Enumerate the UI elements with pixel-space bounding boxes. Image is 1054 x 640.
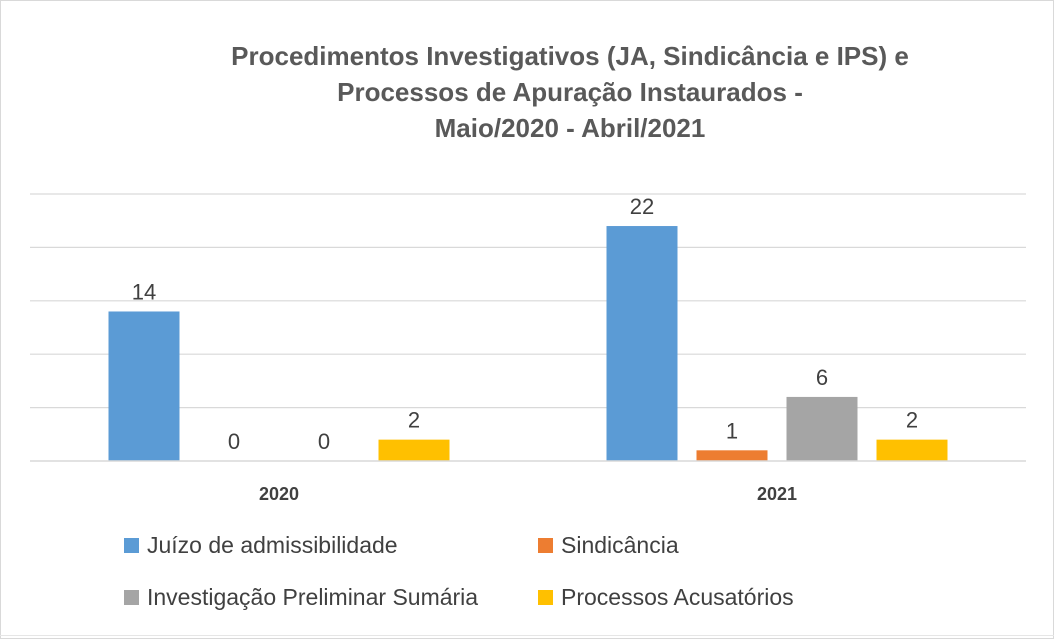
data-label: 0 (318, 429, 330, 454)
bar-2021-3 (876, 439, 948, 461)
legend-label-juizo: Juízo de admissibilidade (147, 532, 398, 558)
x-tick-label: 2020 (259, 484, 299, 504)
bar-2021-1 (696, 450, 768, 461)
chart-title-line-1: Procedimentos Investigativos (JA, Sindic… (231, 41, 909, 71)
data-label: 2 (906, 408, 918, 433)
chart-title-line-3: Maio/2020 - Abril/2021 (434, 113, 706, 143)
bar-2021-2 (786, 396, 858, 461)
data-label: 14 (132, 279, 156, 304)
data-label: 6 (816, 365, 828, 390)
chart-title-line-2: Processos de Apuração Instaurados - (337, 77, 803, 107)
legend-item-sindicancia: Sindicância (538, 532, 679, 559)
bar-2021-0 (606, 226, 678, 461)
bar-2020-3 (378, 439, 450, 461)
legend-label-sindicancia: Sindicância (561, 532, 679, 558)
legend-swatch-acusatorios (538, 590, 553, 605)
legend-item-acusatorios: Processos Acusatórios (538, 584, 794, 611)
data-label: 2 (408, 408, 420, 433)
bar-chart: 14 0 0 2 2020 22 1 6 2 2021 (30, 193, 1026, 504)
legend-label-ips: Investigação Preliminar Sumária (147, 584, 479, 610)
bar-2020-0 (108, 311, 180, 461)
x-tick-label: 2021 (757, 484, 797, 504)
data-label: 0 (228, 429, 240, 454)
data-label: 22 (630, 194, 654, 219)
bottom-divider (0, 635, 1054, 640)
legend-swatch-ips (124, 590, 139, 605)
legend-item-juizo: Juízo de admissibilidade (124, 532, 398, 559)
legend-swatch-sindicancia (538, 538, 553, 553)
legend-swatch-juizo (124, 538, 139, 553)
legend-item-ips: Investigação Preliminar Sumária (124, 584, 478, 611)
data-label: 1 (726, 418, 738, 443)
chart-title: Procedimentos Investigativos (JA, Sindic… (0, 38, 1054, 146)
legend-label-acusatorios: Processos Acusatórios (561, 584, 794, 610)
